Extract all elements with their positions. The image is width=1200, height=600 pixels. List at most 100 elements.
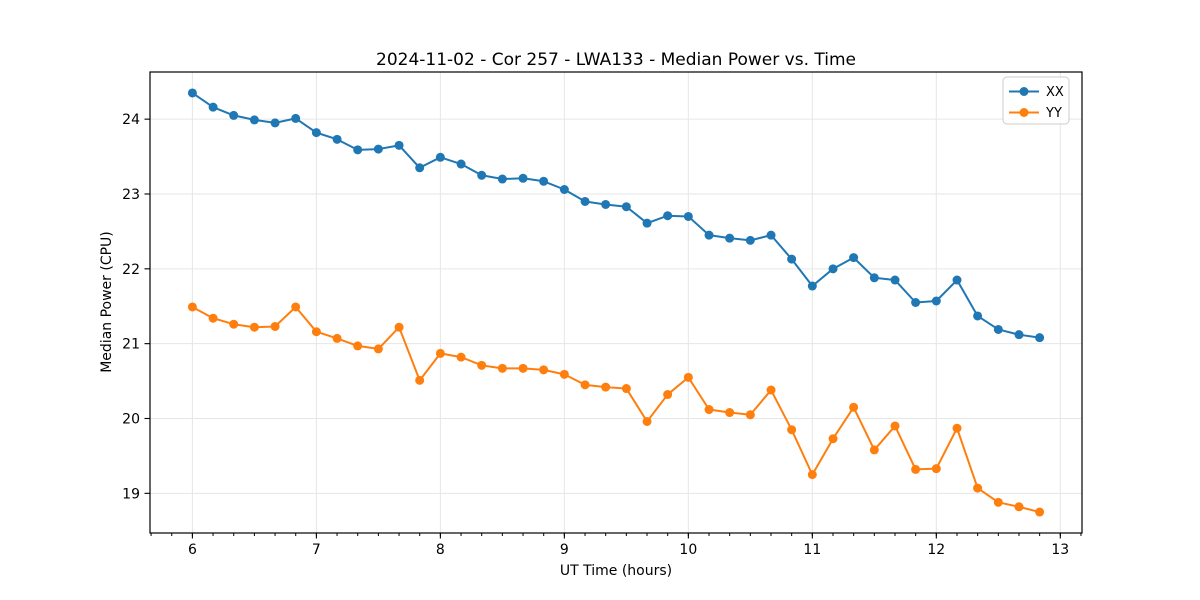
data-point-yy xyxy=(787,425,797,435)
legend: XX YY xyxy=(1002,76,1070,125)
y-tick-label: 21 xyxy=(122,337,140,353)
data-point-yy xyxy=(539,365,549,375)
data-point-xx xyxy=(621,202,631,212)
legend-label-yy: YY xyxy=(1045,106,1062,121)
data-point-yy xyxy=(1035,507,1045,517)
data-point-xx xyxy=(270,118,280,128)
data-point-yy xyxy=(621,384,631,394)
data-point-xx xyxy=(766,230,776,240)
legend-marker-yy xyxy=(1019,108,1029,117)
data-point-yy xyxy=(745,410,755,420)
data-point-yy xyxy=(725,408,735,418)
data-point-yy xyxy=(1014,502,1024,512)
data-point-yy xyxy=(807,470,817,480)
data-point-xx xyxy=(704,230,714,240)
data-point-yy xyxy=(270,321,280,331)
data-point-yy xyxy=(373,344,383,354)
x-tick-label: 12 xyxy=(927,542,945,558)
data-point-xx xyxy=(725,233,735,243)
data-point-xx xyxy=(993,324,1003,334)
data-point-xx xyxy=(869,273,879,283)
chart-title: 2024-11-02 - Cor 257 - LWA133 - Median P… xyxy=(376,50,856,70)
data-point-xx xyxy=(332,134,342,144)
data-point-yy xyxy=(931,464,941,474)
data-point-yy xyxy=(973,483,983,493)
data-point-xx xyxy=(828,264,838,274)
data-point-yy xyxy=(497,363,507,373)
data-point-yy xyxy=(952,423,962,433)
x-tick-label: 6 xyxy=(188,542,197,558)
data-point-yy xyxy=(663,390,673,400)
data-point-xx xyxy=(807,281,817,291)
data-point-xx xyxy=(477,170,487,180)
data-point-xx xyxy=(415,163,425,173)
data-point-xx xyxy=(745,235,755,245)
data-point-xx xyxy=(890,275,900,285)
data-point-yy xyxy=(249,322,259,332)
y-tick-label: 23 xyxy=(122,187,140,203)
y-tick-label: 24 xyxy=(122,112,140,128)
data-point-xx xyxy=(249,115,259,125)
data-point-xx xyxy=(849,253,859,263)
data-point-yy xyxy=(580,380,590,390)
data-point-xx xyxy=(580,196,590,206)
data-point-xx xyxy=(683,211,693,221)
data-point-xx xyxy=(394,140,404,150)
y-axis-label: Median Power (CPU) xyxy=(99,231,115,373)
data-point-yy xyxy=(559,369,569,379)
data-point-xx xyxy=(973,311,983,321)
data-point-yy xyxy=(332,333,342,343)
data-point-yy xyxy=(394,322,404,332)
data-point-xx xyxy=(229,110,239,120)
data-point-xx xyxy=(187,88,197,98)
data-point-yy xyxy=(456,352,466,362)
data-point-xx xyxy=(663,211,673,221)
data-point-xx xyxy=(291,113,301,123)
data-point-xx xyxy=(1014,330,1024,340)
y-tick-label: 20 xyxy=(122,411,140,427)
data-point-xx xyxy=(931,296,941,306)
data-point-yy xyxy=(828,434,838,444)
data-point-xx xyxy=(353,145,363,155)
data-point-yy xyxy=(435,348,445,358)
plot-border xyxy=(149,71,1083,534)
data-point-yy xyxy=(642,416,652,426)
x-tick-label: 7 xyxy=(312,542,321,558)
data-point-yy xyxy=(869,445,879,455)
data-point-xx xyxy=(373,144,383,154)
legend-label-xx: XX xyxy=(1046,85,1064,100)
x-tick-label: 13 xyxy=(1051,542,1069,558)
data-point-xx xyxy=(208,102,218,112)
data-point-xx xyxy=(642,218,652,228)
data-point-yy xyxy=(208,313,218,323)
data-point-xx xyxy=(435,152,445,162)
data-point-yy xyxy=(993,497,1003,507)
data-point-yy xyxy=(518,363,528,373)
y-tick-label: 19 xyxy=(122,486,140,502)
data-point-yy xyxy=(890,421,900,431)
data-point-yy xyxy=(601,382,611,392)
x-tick-label: 10 xyxy=(679,542,697,558)
data-point-yy xyxy=(766,385,776,395)
data-point-xx xyxy=(559,185,569,194)
data-point-xx xyxy=(497,174,507,184)
data-point-yy xyxy=(187,302,197,312)
data-point-xx xyxy=(311,128,321,138)
x-tick-label: 8 xyxy=(436,542,445,558)
data-point-xx xyxy=(787,254,797,264)
data-point-xx xyxy=(601,199,611,209)
data-point-xx xyxy=(952,275,962,285)
data-point-yy xyxy=(849,402,859,412)
legend-marker-xx xyxy=(1019,87,1029,96)
data-point-yy xyxy=(415,375,425,385)
data-point-yy xyxy=(229,319,239,329)
y-tick-label: 22 xyxy=(122,262,140,278)
x-tick-label: 11 xyxy=(803,542,821,558)
data-point-xx xyxy=(539,176,549,186)
data-point-xx xyxy=(518,173,528,183)
data-point-yy xyxy=(477,360,487,370)
data-point-xx xyxy=(911,298,921,307)
data-point-yy xyxy=(704,405,714,415)
